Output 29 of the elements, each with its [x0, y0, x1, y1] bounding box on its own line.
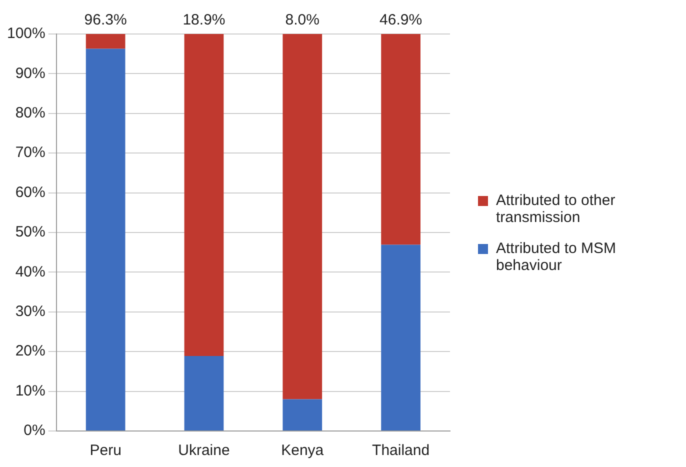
bar [86, 34, 126, 49]
y-tick-label: 20% [15, 342, 46, 360]
y-tick-label: 40% [15, 263, 46, 280]
bar [184, 34, 224, 356]
bar [381, 244, 420, 430]
annotation: 46.9% [380, 12, 422, 29]
annotation: 18.9% [182, 12, 226, 29]
annotation: 8.0% [285, 12, 320, 29]
x-tick-label: Ukraine [178, 442, 230, 460]
legend-label: Attributed to MSM behaviour [496, 240, 618, 274]
y-tick-label: 50% [15, 224, 46, 241]
bar [282, 399, 322, 430]
y-tick-label: 100% [6, 25, 46, 42]
y-tick-label: 70% [15, 144, 46, 162]
annotation: 96.3% [84, 12, 127, 29]
y-tick-label: 90% [15, 64, 46, 82]
bar [282, 34, 322, 400]
y-tick-label: 0% [24, 422, 46, 440]
y-tick-label: 60% [15, 184, 46, 201]
bar [184, 356, 224, 430]
x-tick-label: Kenya [281, 442, 324, 460]
y-tick-label: 80% [15, 104, 46, 122]
x-tick-label: Peru [90, 442, 122, 460]
y-tick-label: 10% [15, 382, 46, 400]
legend-label: Attributed to other transmission [496, 192, 616, 226]
bar [86, 48, 126, 430]
bar [381, 34, 420, 245]
y-tick-label: 30% [15, 303, 46, 320]
x-tick-label: Thailand [372, 442, 430, 460]
